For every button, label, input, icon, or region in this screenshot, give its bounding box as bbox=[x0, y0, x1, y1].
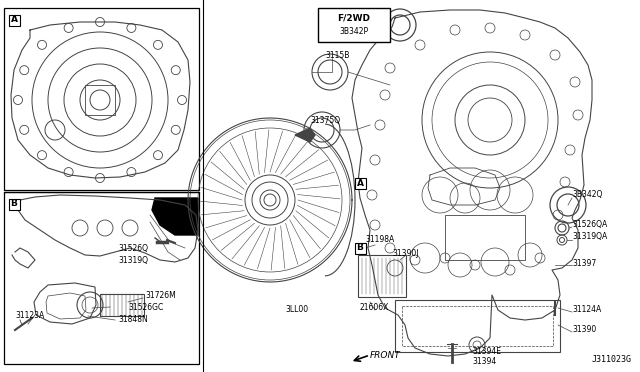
Text: B: B bbox=[11, 199, 17, 208]
Text: 3LL00: 3LL00 bbox=[285, 305, 308, 314]
Bar bbox=[4, 192, 199, 364]
Bar bbox=[445, 215, 525, 260]
Bar bbox=[318, 8, 390, 42]
Text: J311023G: J311023G bbox=[592, 356, 632, 365]
Text: 3115B: 3115B bbox=[325, 51, 349, 60]
Bar bbox=[358, 255, 406, 297]
Text: 31198A: 31198A bbox=[365, 235, 394, 244]
Bar bbox=[8, 199, 19, 209]
Bar bbox=[402, 306, 553, 346]
Text: FRONT: FRONT bbox=[370, 350, 401, 359]
Text: B: B bbox=[356, 244, 364, 253]
Text: 31526QA: 31526QA bbox=[572, 219, 607, 228]
Text: 31726M: 31726M bbox=[145, 291, 176, 299]
Text: 3B342P: 3B342P bbox=[339, 28, 369, 36]
Text: 31397: 31397 bbox=[572, 259, 596, 267]
Polygon shape bbox=[152, 198, 198, 235]
Text: 31526GC: 31526GC bbox=[128, 302, 163, 311]
Text: 31390J: 31390J bbox=[392, 248, 419, 257]
Bar bbox=[4, 8, 199, 190]
Text: 31319Q: 31319Q bbox=[118, 256, 148, 264]
Polygon shape bbox=[295, 128, 315, 142]
Text: 31848N: 31848N bbox=[118, 315, 148, 324]
Text: 31394E: 31394E bbox=[472, 347, 501, 356]
Bar bbox=[355, 243, 365, 253]
Bar bbox=[355, 177, 365, 189]
Text: F/2WD: F/2WD bbox=[337, 13, 371, 22]
Bar bbox=[100, 294, 144, 316]
Text: 21606X: 21606X bbox=[360, 304, 389, 312]
Bar bbox=[8, 15, 19, 26]
Text: 31394: 31394 bbox=[472, 357, 496, 366]
Text: A: A bbox=[356, 179, 364, 187]
Text: 31526Q: 31526Q bbox=[118, 244, 148, 253]
Text: A: A bbox=[10, 16, 17, 25]
Text: 31123A: 31123A bbox=[15, 311, 44, 320]
Bar bbox=[85, 85, 115, 115]
Text: 31319QA: 31319QA bbox=[572, 232, 607, 241]
Text: 31124A: 31124A bbox=[572, 305, 601, 314]
Text: 31390: 31390 bbox=[572, 326, 596, 334]
Bar bbox=[395, 300, 560, 352]
Text: 3B342Q: 3B342Q bbox=[572, 190, 602, 199]
Text: 31375Q: 31375Q bbox=[310, 115, 340, 125]
